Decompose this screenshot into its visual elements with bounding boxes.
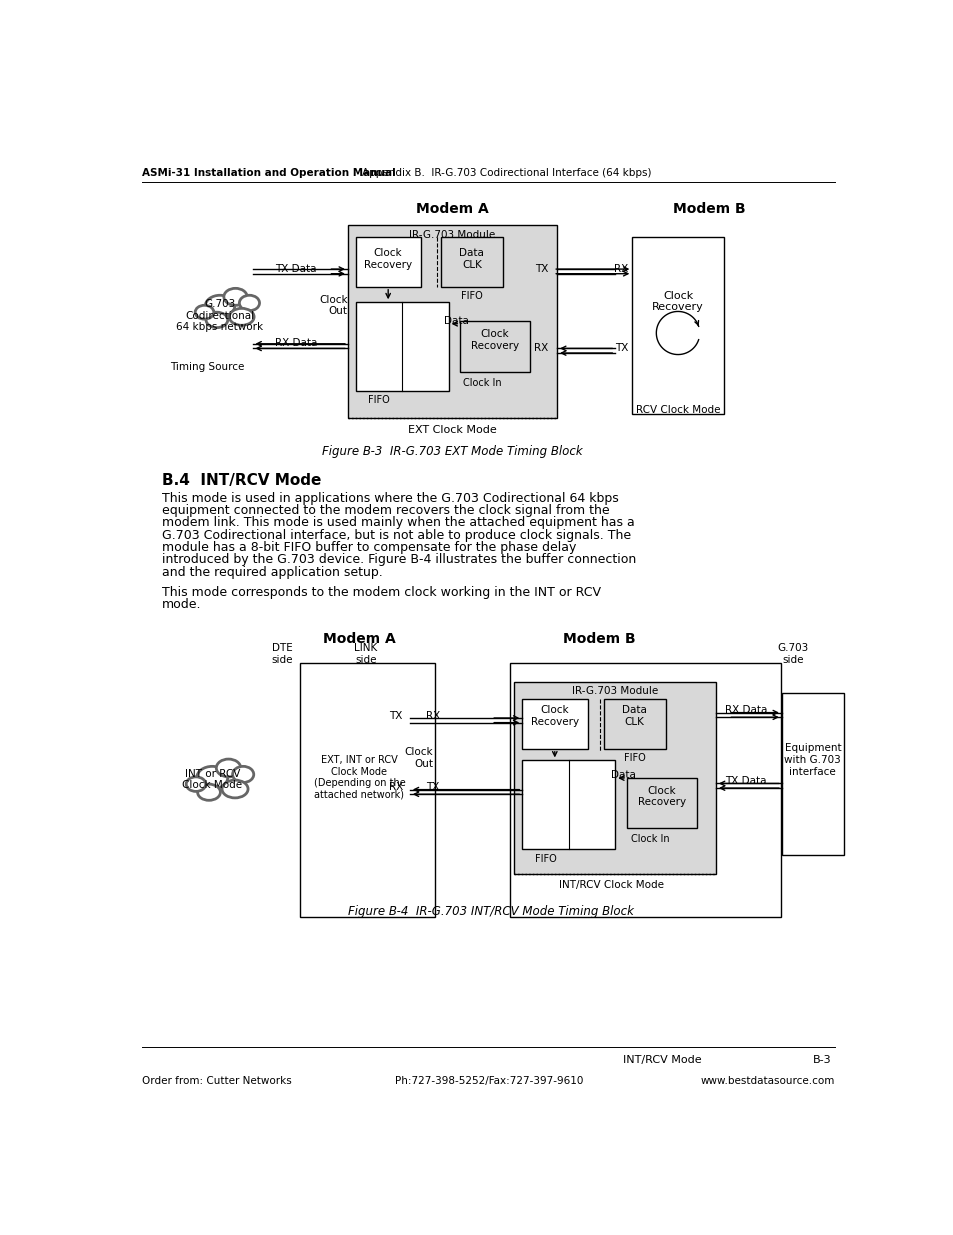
Ellipse shape [233,767,253,783]
Text: IR-G.703 Module: IR-G.703 Module [409,230,496,240]
Text: Clock
Out: Clock Out [319,294,348,316]
Text: Clock
Recovery: Clock Recovery [471,330,518,351]
Text: EXT, INT or RCV
Clock Mode
(Depending on the
attached network): EXT, INT or RCV Clock Mode (Depending on… [314,755,405,800]
Bar [521,699,587,748]
Text: Data: Data [610,771,635,781]
Text: G.703
Codirectional
64 kbps network: G.703 Codirectional 64 kbps network [176,299,263,332]
Text: Appendix B.  IR-G.703 Codirectional Interface (64 kbps): Appendix B. IR-G.703 Codirectional Inter… [361,168,651,178]
Text: FIFO: FIFO [623,752,645,763]
Text: B.4  INT/RCV Mode: B.4 INT/RCV Mode [162,473,321,488]
Bar [348,225,557,417]
Ellipse shape [196,767,228,789]
Text: Data
CLK: Data CLK [459,248,484,270]
Text: Figure B-4  IR-G.703 INT/RCV Mode Timing Block: Figure B-4 IR-G.703 INT/RCV Mode Timing … [348,905,634,918]
Text: Data: Data [443,316,468,326]
Text: This mode corresponds to the modem clock working in the INT or RCV: This mode corresponds to the modem clock… [162,585,600,599]
Text: Clock
Recovery: Clock Recovery [637,785,685,808]
Text: Modem B: Modem B [673,203,745,216]
Text: INT/RCV Mode: INT/RCV Mode [622,1055,700,1066]
Bar [781,693,843,855]
Ellipse shape [205,295,234,317]
Text: Timing Source: Timing Source [170,362,244,372]
Bar [521,761,615,848]
Text: DTE
side: DTE side [271,643,293,664]
Ellipse shape [239,295,259,311]
Bar [509,662,781,916]
Text: www.bestdatasource.com: www.bestdatasource.com [700,1076,835,1086]
Text: Modem B: Modem B [563,632,636,646]
Text: This mode is used in applications where the G.703 Codirectional 64 kbps: This mode is used in applications where … [162,492,618,505]
Bar [603,699,665,748]
Bar [440,237,502,287]
Text: RX: RX [389,782,402,792]
Text: Clock In: Clock In [463,378,501,388]
Text: RX: RX [534,343,548,353]
Text: B-3: B-3 [812,1055,831,1066]
Text: FIFO: FIFO [368,395,390,405]
Text: equipment connected to the modem recovers the clock signal from the: equipment connected to the modem recover… [162,504,609,517]
Text: Data
CLK: Data CLK [621,705,646,726]
Text: INT/RCV Clock Mode: INT/RCV Clock Mode [558,881,663,890]
Text: Clock
Recovery: Clock Recovery [530,705,578,726]
Text: G.703
side: G.703 side [777,643,808,664]
Text: introduced by the G.703 device. Figure B-4 illustrates the buffer connection: introduced by the G.703 device. Figure B… [162,553,636,566]
Text: Order from: Cutter Networks: Order from: Cutter Networks [142,1076,292,1086]
Text: RX Data: RX Data [724,705,767,715]
Bar [632,237,723,414]
Text: TX: TX [426,782,439,792]
Ellipse shape [229,309,253,325]
Text: TX: TX [389,711,402,721]
Text: EXT Clock Mode: EXT Clock Mode [408,425,497,436]
Text: Ph:727-398-5252/Fax:727-397-9610: Ph:727-398-5252/Fax:727-397-9610 [395,1076,582,1086]
Ellipse shape [197,784,220,800]
Bar [299,662,435,916]
Text: ASMi-31 Installation and Operation Manual: ASMi-31 Installation and Operation Manua… [142,168,395,178]
Text: FIFO: FIFO [460,291,482,301]
Ellipse shape [186,777,206,792]
Ellipse shape [222,781,248,798]
Text: TX Data: TX Data [724,776,766,785]
Bar [355,237,421,287]
Text: Equipment
with G.703
interface: Equipment with G.703 interface [783,743,841,777]
Ellipse shape [216,760,240,777]
Text: modem link. This mode is used mainly when the attached equipment has a: modem link. This mode is used mainly whe… [162,516,634,530]
Bar [626,778,696,829]
Ellipse shape [206,312,228,327]
Text: module has a 8-bit FIFO buffer to compensate for the phase delay: module has a 8-bit FIFO buffer to compen… [162,541,576,555]
Bar [459,321,530,372]
Text: INT or RCV
Clock Mode: INT or RCV Clock Mode [182,769,242,790]
Text: FIFO: FIFO [534,855,556,864]
Bar [514,682,716,874]
Text: Figure B-3  IR-G.703 EXT Mode Timing Block: Figure B-3 IR-G.703 EXT Mode Timing Bloc… [322,445,582,458]
Text: RX Data: RX Data [274,338,316,348]
Text: mode.: mode. [162,598,201,611]
Text: RX: RX [426,711,439,721]
Text: TX Data: TX Data [274,264,316,274]
Text: RX: RX [614,264,628,274]
Text: TX: TX [614,343,627,353]
Bar [355,303,448,390]
Ellipse shape [195,305,213,319]
Text: and the required application setup.: and the required application setup. [162,566,382,578]
Text: IR-G.703 Module: IR-G.703 Module [572,685,658,695]
Text: LINK
side: LINK side [354,643,377,664]
Text: Clock
Out: Clock Out [404,747,433,769]
Text: Clock In: Clock In [630,835,669,845]
Text: RCV Clock Mode: RCV Clock Mode [635,405,720,415]
Text: TX: TX [535,264,548,274]
Text: Clock
Recovery: Clock Recovery [364,248,412,270]
Text: Modem A: Modem A [323,632,395,646]
Text: Modem A: Modem A [416,203,488,216]
Ellipse shape [224,288,247,305]
Text: G.703 Codirectional interface, but is not able to produce clock signals. The: G.703 Codirectional interface, but is no… [162,529,630,542]
Text: Clock
Recovery: Clock Recovery [652,290,703,312]
